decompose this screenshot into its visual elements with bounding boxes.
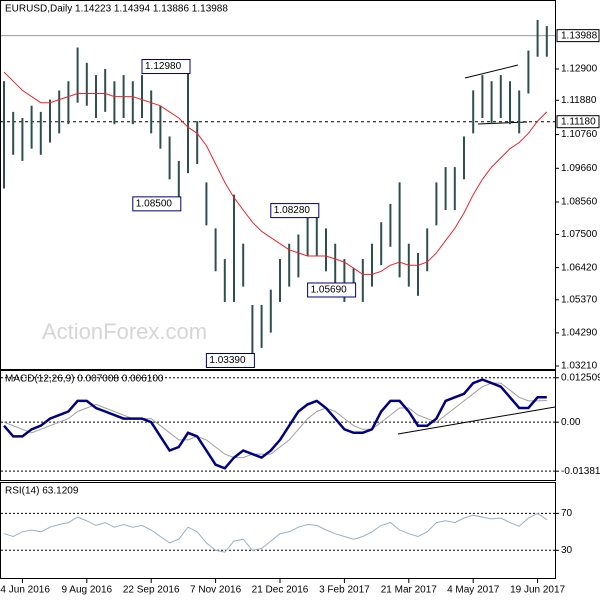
y-tick-label: 30: [561, 545, 573, 556]
annotation-box: [205, 352, 255, 368]
x-tick-label: 24 Jun 2016: [0, 585, 50, 596]
y-tick-label: 1.07500: [561, 229, 598, 240]
y-tick-label: 70: [561, 508, 573, 519]
series-line: [3, 71, 548, 275]
annotation-box: [132, 196, 182, 212]
y-tick-label: 1.04290: [561, 328, 598, 339]
x-tick-label: 19 Jun 2017: [510, 585, 565, 596]
y-tick-label: 1.12900: [561, 64, 598, 75]
x-tick-label: 3 Feb 2017: [319, 585, 370, 596]
annotation-label: 1.05690: [311, 285, 348, 296]
annotation-box: [141, 59, 191, 75]
x-tick-label: 21 Mar 2017: [381, 585, 438, 596]
y-tick-label: 1.05370: [561, 294, 598, 305]
y-tick-label: 1.09660: [561, 163, 598, 174]
rsi-panel: [0, 482, 556, 579]
price-label: 1.13988: [561, 30, 598, 41]
annotation-label: 1.08500: [136, 198, 173, 209]
annotation-box: [307, 282, 357, 298]
x-tick-label: 4 May 2017: [447, 585, 500, 596]
x-tick-label: 21 Dec 2016: [252, 585, 309, 596]
x-tick-label: 9 Aug 2016: [61, 585, 112, 596]
price-label: 1.11180: [561, 116, 596, 127]
series-line: [3, 512, 548, 553]
x-tick-label: 22 Sep 2016: [123, 585, 180, 596]
y-tick-label: 0.00: [561, 417, 581, 428]
series-line: [3, 378, 547, 470]
x-tick-label: 7 Nov 2016: [190, 585, 242, 596]
watermark: ActionForex.com: [42, 319, 207, 344]
macd-title: MACD(12,26,9) 0.007008 0.006100: [5, 374, 164, 385]
annotation-label: 1.12980: [145, 61, 182, 72]
y-tick-label: 1.08560: [561, 197, 598, 208]
y-tick-label: 1.06420: [561, 262, 598, 273]
y-tick-label: -0.013813: [561, 466, 600, 477]
annotation-label: 1.08280: [274, 205, 311, 216]
rsi-title: RSI(14) 63.1209: [5, 486, 79, 497]
annotation-box: [270, 203, 320, 219]
chart-title: EURUSD,Daily 1.14223 1.14394 1.13886 1.1…: [5, 4, 228, 15]
annotation-label: 1.03390: [209, 355, 246, 366]
y-tick-label: 1.10760: [561, 129, 598, 140]
price-box: [556, 29, 600, 43]
y-tick-label: 0.012509: [561, 372, 600, 383]
trend-line: [397, 406, 556, 435]
wedge-line: [464, 64, 519, 79]
y-tick-label: 1.11880: [561, 95, 597, 106]
macd-panel: [0, 370, 556, 481]
price-box: [556, 115, 600, 129]
series-line: [3, 382, 547, 459]
y-tick-label: 1.03210: [561, 361, 598, 372]
price-panel: [0, 0, 556, 370]
